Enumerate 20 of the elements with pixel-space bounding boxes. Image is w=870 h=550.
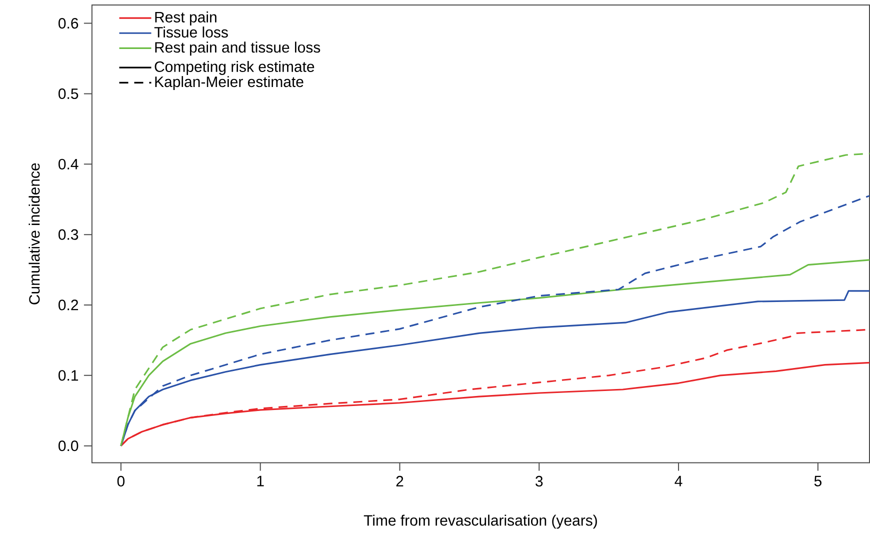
y-tick-label: 0.5 <box>58 88 78 100</box>
x-tick-label: 3 <box>536 476 543 487</box>
y-axis-title: Cumulative incidence <box>28 163 40 304</box>
x-tick-label: 2 <box>396 476 404 487</box>
legend-label: Rest pain <box>155 12 216 26</box>
x-tick-label: 1 <box>257 476 264 486</box>
legend-label: Rest pain and tissue loss <box>155 42 320 56</box>
y-tick-label: 0.0 <box>58 440 78 452</box>
x-tick-label: 5 <box>814 476 822 487</box>
x-axis-title: Time from revascularisation (years) <box>364 514 597 529</box>
y-tick-label: 0.2 <box>58 300 78 310</box>
y-tick-label: 0.1 <box>58 370 78 381</box>
x-tick-label: 4 <box>674 476 682 486</box>
x-tick-label: 0 <box>117 476 125 487</box>
y-tick-label: 0.6 <box>58 18 78 29</box>
y-tick-label: 0.4 <box>58 159 78 170</box>
legend-label: Tissue loss <box>154 26 228 38</box>
y-tick-label: 0.3 <box>58 229 78 240</box>
annotation: Competing risk estimate <box>154 61 314 76</box>
annotation: Kaplan-Meier estimate <box>155 76 304 90</box>
